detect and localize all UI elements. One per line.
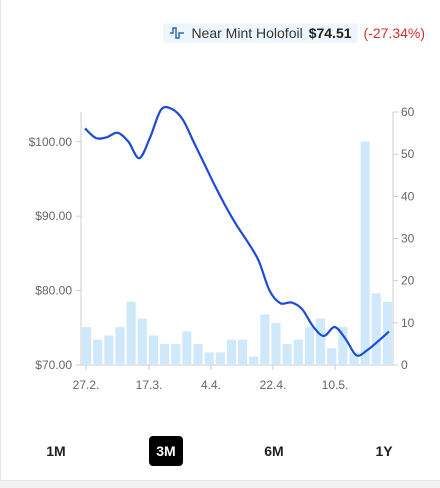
volume-bar: [271, 322, 281, 365]
condition-label: Near Mint Holofoil: [191, 25, 303, 41]
right-tick-label: 50: [401, 147, 415, 161]
left-tick-label: $70.00: [35, 358, 72, 372]
volume-bar: [182, 331, 192, 365]
volume-bar: [160, 343, 170, 365]
x-tick-label: 22.4.: [260, 378, 287, 392]
volume-bar: [371, 293, 381, 365]
left-tick-label: $100.00: [29, 135, 73, 149]
volume-bar: [349, 352, 359, 365]
volume-bar: [293, 339, 303, 365]
x-tick-label: 17.3.: [136, 378, 163, 392]
volume-bar: [204, 352, 214, 365]
volume-bar: [338, 327, 348, 365]
right-tick-label: 10: [401, 316, 415, 330]
price-line: [84, 105, 390, 357]
range-1y-button[interactable]: 1Y: [375, 443, 393, 459]
volume-bar: [304, 327, 314, 365]
volume-bar: [115, 327, 125, 365]
left-tick-label: $90.00: [35, 209, 72, 223]
volume-bar: [193, 343, 203, 365]
volume-bar: [316, 318, 326, 365]
right-tick-label: 20: [401, 274, 415, 288]
right-tick-label: 40: [401, 189, 415, 203]
x-tick-label: 4.4.: [201, 378, 221, 392]
left-tick-label: $80.00: [35, 284, 72, 298]
x-tick-label: 27.2.: [73, 378, 100, 392]
volume-bar: [171, 343, 181, 365]
current-price: $74.51: [308, 25, 352, 41]
right-tick-label: 0: [401, 358, 408, 372]
trend-line-icon: [170, 27, 185, 39]
x-tick-label: 10.5.: [322, 378, 349, 392]
price-chart: $70.00 $80.00 $90.00 $100.00 0 10 20 30 40 50 60 27…: [29, 105, 415, 392]
right-tick-label: 60: [401, 105, 415, 119]
volume-bar: [238, 339, 248, 365]
volume-bar: [104, 335, 114, 365]
volume-bar: [360, 141, 370, 365]
volume-bar: [82, 327, 92, 365]
volume-bar: [215, 352, 225, 365]
range-3m-button[interactable]: 3M: [149, 436, 183, 466]
condition-badge: Near Mint Holofoil $74.51: [163, 23, 358, 43]
volume-bar: [249, 356, 259, 365]
price-change: (-27.34%): [363, 25, 425, 41]
volume-bar: [226, 339, 236, 365]
volume-bar: [126, 301, 136, 365]
volume-bar: [93, 339, 103, 365]
right-tick-label: 30: [401, 232, 415, 246]
range-1m-button[interactable]: 1M: [46, 443, 66, 459]
volume-bar: [327, 348, 337, 365]
price-summary: Near Mint Holofoil $74.51 (-27.34%): [163, 22, 425, 44]
card-bottom-divider: [0, 480, 440, 488]
volume-bar: [148, 335, 158, 365]
range-6m-button[interactable]: 6M: [264, 443, 284, 459]
volume-bar: [260, 314, 270, 365]
time-range-selector: 1M 3M 6M 1Y: [1, 436, 440, 466]
volume-bar: [282, 343, 292, 365]
volume-bar: [137, 318, 147, 365]
